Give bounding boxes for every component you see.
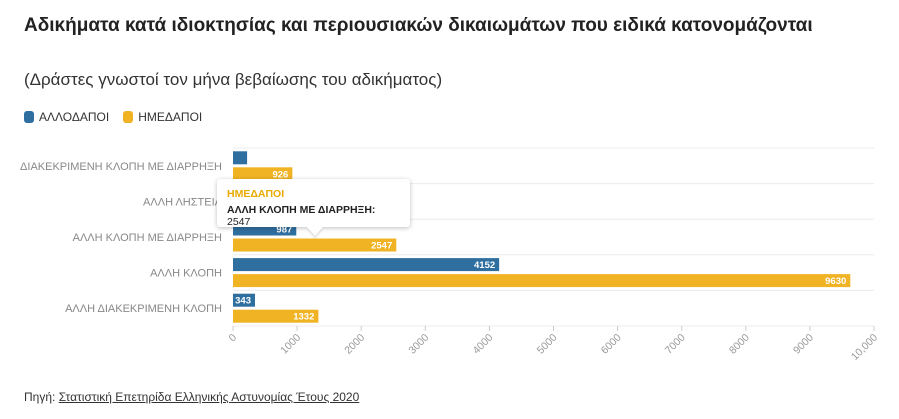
- legend-swatch-foreign: [24, 111, 34, 123]
- bar-data-label: 343: [235, 296, 251, 307]
- tooltip: ΗΜΕΔΑΠΟΙ ΑΛΛΗ ΚΛΟΠΗ ΜΕ ΔΙΑΡΡΗΞΗ: 2547: [217, 179, 410, 228]
- bar-foreign: [233, 293, 255, 307]
- x-tick-label: 0: [227, 332, 240, 345]
- bar-domestic: [233, 309, 319, 323]
- legend-item-domestic[interactable]: ΗΜΕΔΑΠΟΙ: [123, 110, 202, 124]
- source-prefix: Πηγή:: [24, 390, 59, 404]
- legend-label-foreign: ΑΛΛΟΔΑΠΟΙ: [39, 110, 110, 124]
- bar-data-label: 4152: [474, 260, 495, 271]
- category-label: ΑΛΛΗ ΚΛΟΠΗ ΜΕ ΔΙΑΡΡΗΞΗ: [73, 232, 222, 244]
- tooltip-series: ΗΜΕΔΑΠΟΙ: [227, 188, 285, 200]
- chart-title: Αδικήματα κατά ιδιοκτησίας και περιουσια…: [24, 15, 813, 36]
- bar-domestic: [233, 167, 293, 181]
- source-note: Πηγή: Στατιστική Επετηρίδα Ελληνικής Αστ…: [24, 390, 359, 404]
- tooltip-arrow: [307, 227, 323, 236]
- bar-foreign: [233, 151, 248, 165]
- x-tick-label: 3000: [406, 332, 431, 357]
- chart-subtitle: (Δράστες γνωστοί τον μήνα βεβαίωσης του …: [24, 70, 443, 89]
- x-tick-label: 1000: [278, 332, 303, 357]
- bar-foreign: [233, 258, 500, 272]
- legend-swatch-domestic: [123, 111, 134, 123]
- category-label: ΑΛΛΗ ΔΙΑΚΕΚΡΙΜΕΝΗ ΚΛΟΠΗ: [65, 303, 222, 315]
- x-tick-label: 4000: [471, 332, 496, 357]
- tooltip-label: ΑΛΛΗ ΚΛΟΠΗ ΜΕ ΔΙΑΡΡΗΞΗ:: [227, 204, 376, 216]
- x-tick-label: 5000: [535, 332, 560, 357]
- legend-item-foreign[interactable]: ΑΛΛΟΔΑΠΟΙ: [24, 110, 109, 124]
- category-label: ΑΛΛΗ ΛΗΣΤΕΙΑ: [143, 196, 223, 208]
- bar-domestic: [233, 238, 397, 252]
- bar-domestic: [233, 274, 851, 288]
- x-tick-label: 7000: [663, 332, 688, 357]
- bar-data-label: 2547: [371, 241, 392, 252]
- x-tick-label: 8000: [727, 332, 752, 357]
- bar-data-label: 9630: [825, 276, 846, 287]
- x-tick-label: 6000: [599, 332, 624, 357]
- category-label: ΔΙΑΚΕΚΡΙΜΕΝΗ ΚΛΟΠΗ ΜΕ ΔΙΑΡΡΗΞΗ: [20, 161, 222, 173]
- category-label: ΑΛΛΗ ΚΛΟΠΗ: [150, 268, 222, 280]
- bar-data-label: 1332: [293, 312, 314, 323]
- source-link[interactable]: Στατιστική Επετηρίδα Ελληνικής Αστυνομία…: [58, 390, 360, 404]
- bar-data-label: 987: [276, 225, 292, 236]
- legend-label-domestic: ΗΜΕΔΑΠΟΙ: [138, 110, 203, 124]
- bar-chart: 0 1000 2000 3000 4000 5000 6000 7000 8000 9000 10,…: [20, 147, 880, 363]
- x-tick-label: 2000: [342, 332, 367, 357]
- legend: ΑΛΛΟΔΑΠΟΙ ΗΜΕΔΑΠΟΙ: [24, 110, 202, 124]
- tooltip-value: 2547: [227, 216, 251, 228]
- x-tick-label: 9000: [791, 332, 816, 357]
- x-tick-label: 10,000: [849, 332, 880, 363]
- bar-data-label: 926: [272, 169, 288, 180]
